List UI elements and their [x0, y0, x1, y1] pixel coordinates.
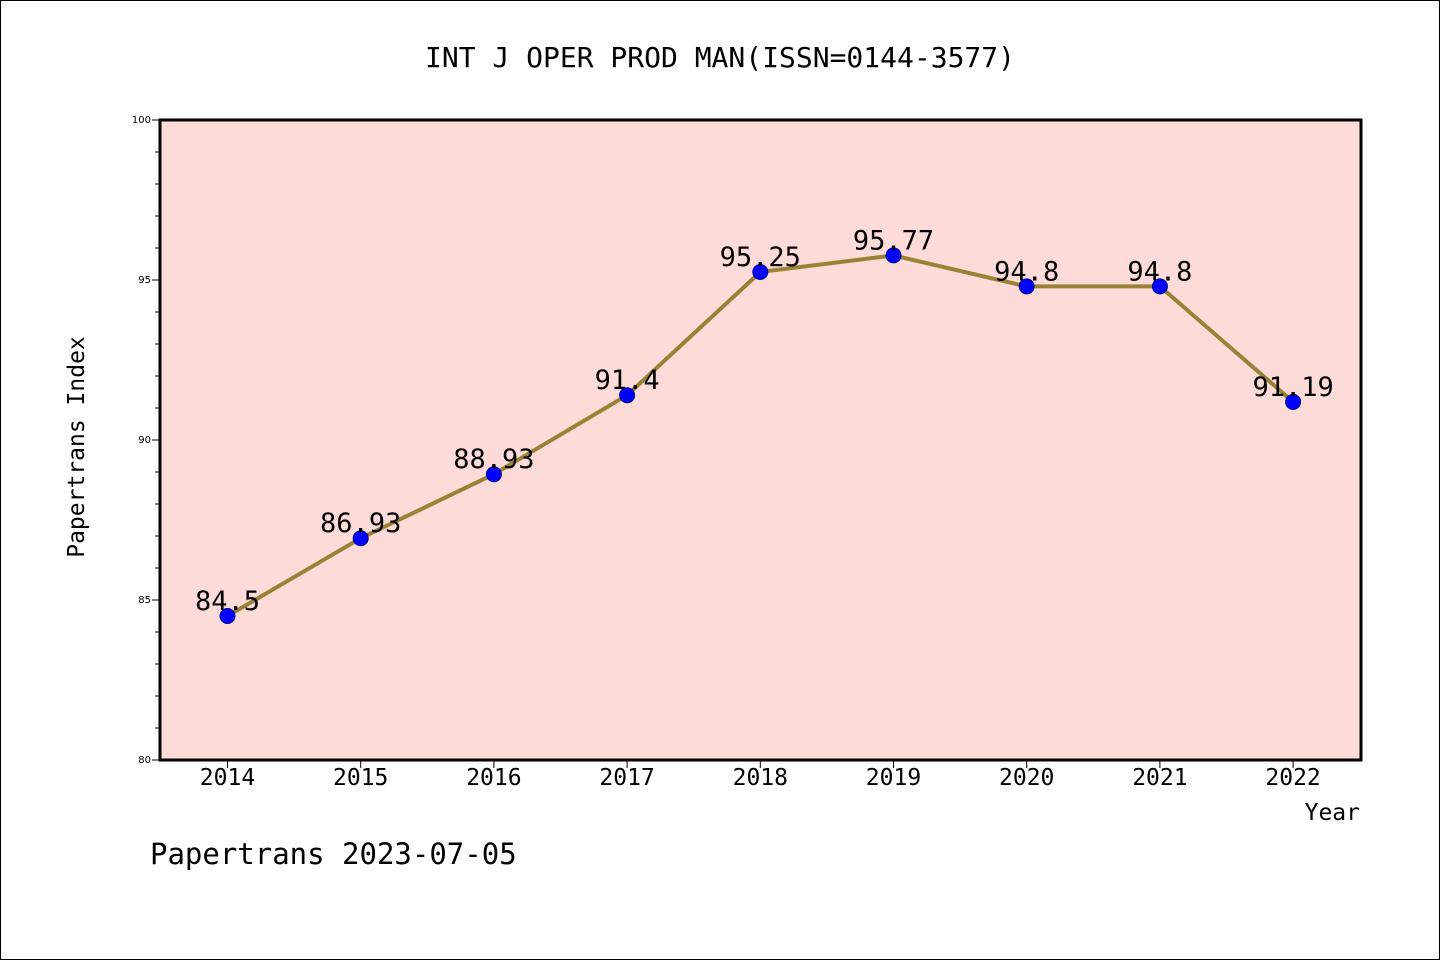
data-label: 91.19 [1252, 372, 1333, 403]
x-tick-label: 2017 [599, 765, 654, 791]
x-tick-label: 2016 [466, 765, 521, 791]
data-point-marker [752, 264, 769, 280]
x-tick-label: 2015 [333, 765, 388, 791]
data-label: 95.77 [853, 225, 934, 256]
x-axis: 2014 2015 2016 2017 2018 2019 2020 2021 2022 [200, 760, 1321, 791]
data-point-marker [1018, 278, 1035, 295]
x-tick-label: 2018 [733, 765, 788, 791]
data-label: 95.25 [720, 242, 801, 273]
x-tick-label: 2022 [1265, 765, 1320, 791]
y-tick-label: 95 [138, 275, 151, 286]
x-axis-title: Year [1305, 800, 1360, 826]
data-label: 94.8 [994, 256, 1059, 287]
data-point-marker [1285, 393, 1302, 410]
y-axis: 80 85 90 95 100 [132, 115, 160, 766]
y-axis-title: Papertrans Index [64, 336, 90, 558]
footer-watermark: Papertrans 2023-07-05 [150, 837, 517, 871]
data-label-group: 84.5 86.93 88.93 91.4 95.25 95.77 94.8 94.8 91.1… [195, 225, 1334, 617]
data-label: 94.8 [1127, 256, 1192, 287]
data-point-marker [352, 530, 369, 547]
data-label: 88.93 [453, 444, 534, 475]
y-tick-label: 85 [138, 595, 151, 606]
data-label: 84.5 [195, 586, 260, 617]
data-label: 91.4 [595, 365, 660, 396]
marker-group [219, 247, 1302, 624]
x-tick-label: 2019 [866, 765, 921, 791]
data-point-marker [485, 466, 502, 483]
x-tick-label: 2020 [999, 765, 1054, 791]
plot-area [160, 120, 1361, 760]
y-tick-label: 90 [138, 435, 151, 446]
x-tick-label: 2014 [200, 765, 255, 791]
plot-border [158, 118, 1363, 762]
chart-title: INT J OPER PROD MAN(ISSN=0144-3577) [425, 41, 1015, 74]
data-point-marker [219, 608, 236, 624]
data-point-marker [1151, 278, 1168, 295]
data-label: 86.93 [320, 508, 401, 539]
y-tick-label: 80 [138, 755, 151, 766]
data-point-marker [619, 387, 636, 404]
y-tick-label: 100 [132, 115, 151, 126]
x-tick-label: 2021 [1132, 765, 1187, 791]
data-point-marker [885, 247, 902, 264]
